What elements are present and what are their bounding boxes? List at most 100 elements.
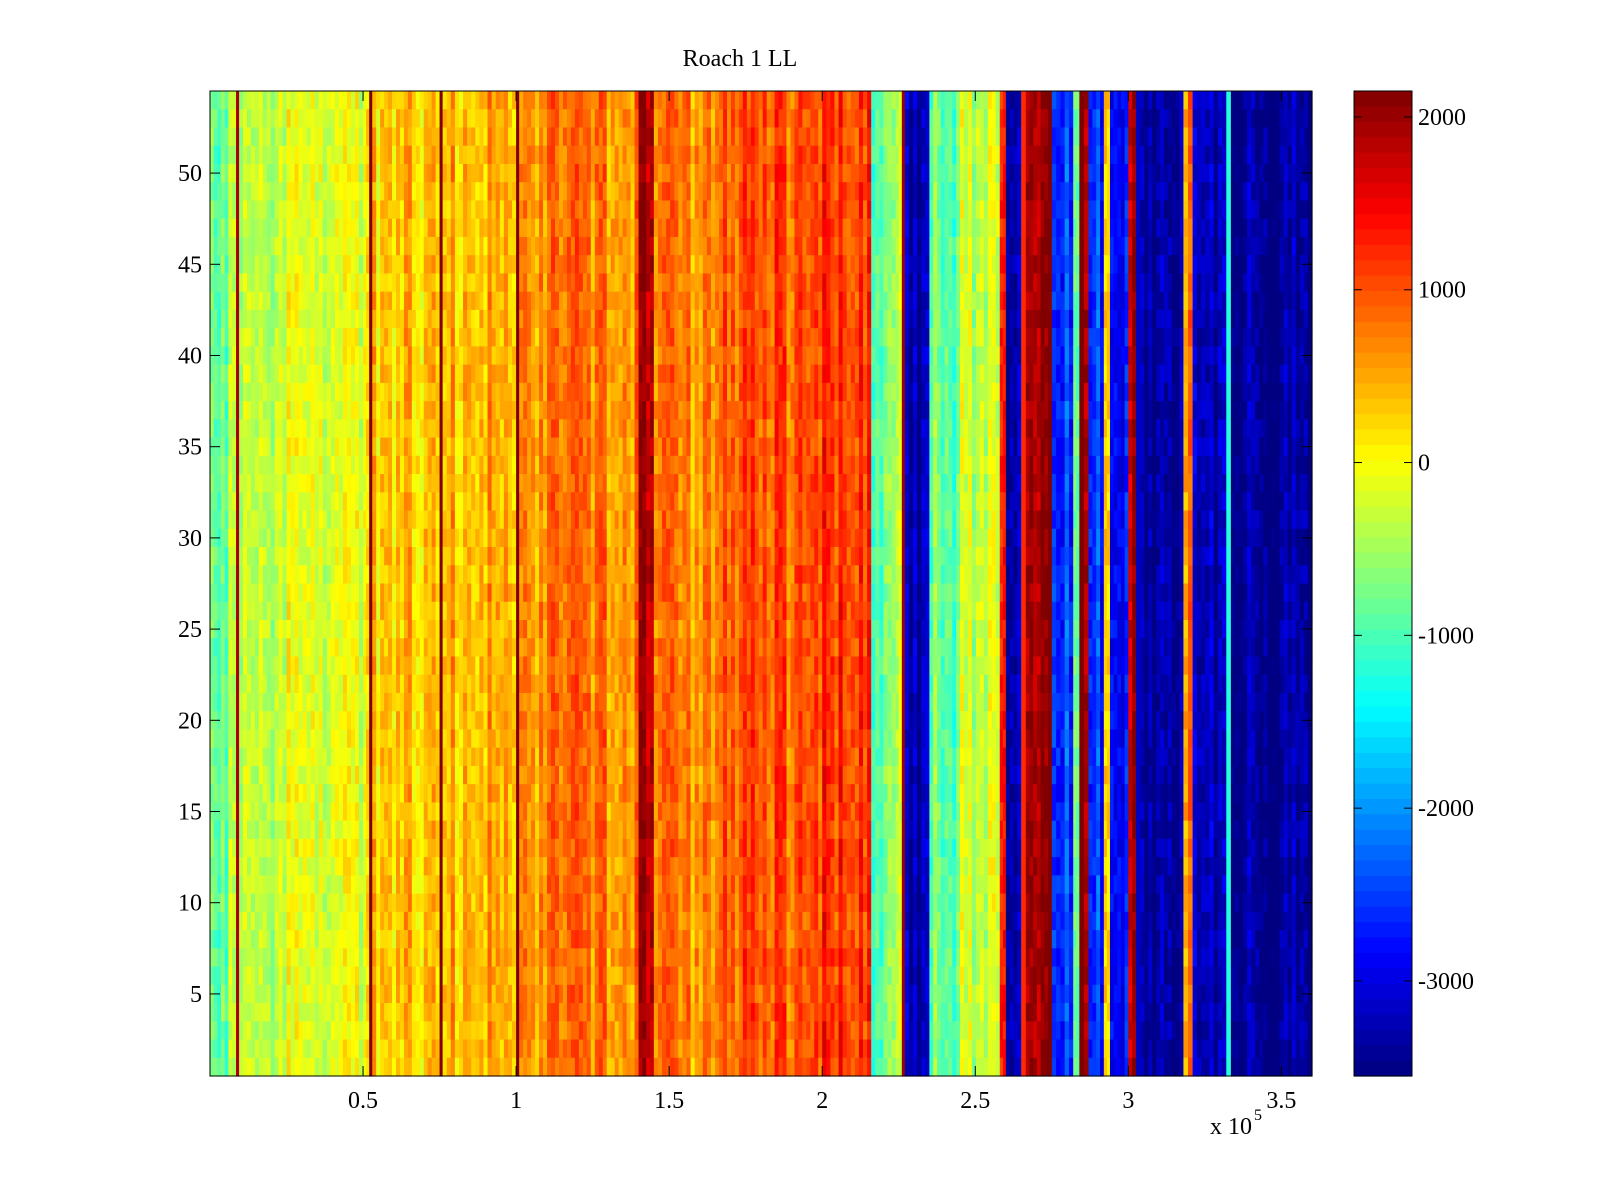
heatmap-cell: [213, 820, 218, 840]
heatmap-cell: [221, 200, 226, 220]
heatmap-cell: [372, 510, 377, 530]
heatmap-cell: [258, 656, 264, 676]
heatmap-cell: [463, 656, 468, 676]
heatmap-cell: [454, 401, 460, 420]
heatmap-cell: [439, 127, 444, 147]
heatmap-cell: [499, 127, 505, 147]
heatmap-cell: [314, 966, 320, 986]
heatmap-cell: [403, 875, 409, 895]
heatmap-cell: [396, 401, 401, 420]
heatmap-cell: [487, 638, 493, 658]
heatmap-cell: [396, 547, 401, 566]
heatmap-cell: [314, 857, 320, 876]
heatmap-cell: [503, 528, 509, 548]
heatmap-cell: [286, 273, 292, 293]
heatmap-cell: [527, 820, 532, 840]
heatmap-cell: [415, 984, 421, 1004]
heatmap-cell: [326, 492, 332, 512]
heatmap-cell: [403, 200, 409, 220]
heatmap-cell: [262, 328, 268, 347]
heatmap-cell: [286, 1039, 292, 1059]
heatmap-cell: [535, 565, 540, 585]
heatmap-cell: [423, 1039, 429, 1059]
heatmap-cell: [359, 601, 364, 621]
heatmap-cell: [294, 236, 300, 256]
heatmap-cell: [330, 401, 336, 420]
heatmap-cell: [246, 784, 252, 803]
heatmap-cell: [366, 109, 370, 129]
heatmap-cell: [392, 309, 397, 329]
heatmap-cell: [346, 382, 352, 402]
heatmap-cell: [523, 656, 528, 676]
heatmap-cell: [427, 765, 433, 785]
heatmap-cell: [403, 437, 409, 457]
heatmap-cell: [392, 747, 397, 767]
heatmap-cell: [463, 711, 468, 731]
heatmap-cell: [334, 382, 340, 402]
heatmap-cell: [503, 930, 509, 949]
heatmap-cell: [411, 91, 417, 110]
heatmap-cell: [217, 1039, 222, 1059]
heatmap-cell: [270, 328, 276, 347]
heatmap-cell: [399, 91, 405, 110]
heatmap-cell: [318, 784, 324, 803]
heatmap-cell: [306, 802, 312, 822]
heatmap-cell: [246, 765, 252, 785]
heatmap-cell: [562, 218, 568, 238]
heatmap-cell: [221, 692, 226, 712]
heatmap-cell: [372, 911, 377, 931]
heatmap-cell: [446, 583, 452, 603]
heatmap-cell: [326, 382, 332, 402]
heatmap-cell: [427, 474, 433, 493]
heatmap-cell: [523, 930, 528, 949]
heatmap-cell: [338, 875, 344, 895]
heatmap-cell: [415, 601, 421, 621]
heatmap-cell: [475, 583, 480, 603]
heatmap-cell: [495, 346, 501, 366]
heatmap-cell: [463, 163, 468, 183]
heatmap-cell: [213, 765, 218, 785]
heatmap-cell: [338, 492, 344, 512]
heatmap-cell: [415, 1021, 421, 1041]
heatmap-cell: [539, 619, 544, 639]
heatmap-cell: [274, 656, 280, 676]
heatmap-cell: [232, 346, 237, 366]
heatmap-cell: [523, 127, 528, 147]
heatmap-cell: [250, 966, 256, 986]
heatmap-cell: [399, 857, 405, 876]
heatmap-cell: [243, 838, 248, 858]
heatmap-cell: [450, 747, 456, 767]
heatmap-cell: [450, 127, 456, 147]
heatmap-cell: [446, 857, 452, 876]
heatmap-cell: [250, 1021, 256, 1041]
heatmap-cell: [475, 218, 480, 238]
heatmap-cell: [363, 510, 367, 530]
heatmap-cell: [503, 492, 509, 512]
heatmap-cell: [435, 784, 441, 803]
heatmap-cell: [475, 474, 480, 493]
heatmap-cell: [254, 382, 260, 402]
heatmap-cell: [562, 91, 568, 110]
heatmap-cell: [442, 984, 448, 1004]
heatmap-cell: [380, 236, 385, 256]
heatmap-cell: [454, 382, 460, 402]
heatmap-cell: [213, 382, 218, 402]
heatmap-cell: [483, 492, 489, 512]
heatmap-cell: [458, 91, 464, 110]
heatmap-cell: [224, 765, 229, 785]
heatmap-cell: [224, 875, 229, 895]
heatmap-cell: [403, 127, 409, 147]
heatmap-cell: [396, 619, 401, 639]
heatmap-cell: [322, 328, 328, 347]
heatmap-cell: [294, 765, 300, 785]
heatmap-cell: [431, 328, 437, 347]
heatmap-cell: [380, 765, 385, 785]
heatmap-cell: [570, 346, 576, 366]
heatmap-cell: [334, 309, 340, 329]
heatmap-cell: [558, 163, 564, 183]
heatmap-cell: [306, 948, 312, 968]
heatmap-cell: [278, 273, 284, 293]
heatmap-cell: [376, 1003, 381, 1022]
heatmap-cell: [210, 1021, 215, 1041]
heatmap-cell: [355, 346, 360, 366]
